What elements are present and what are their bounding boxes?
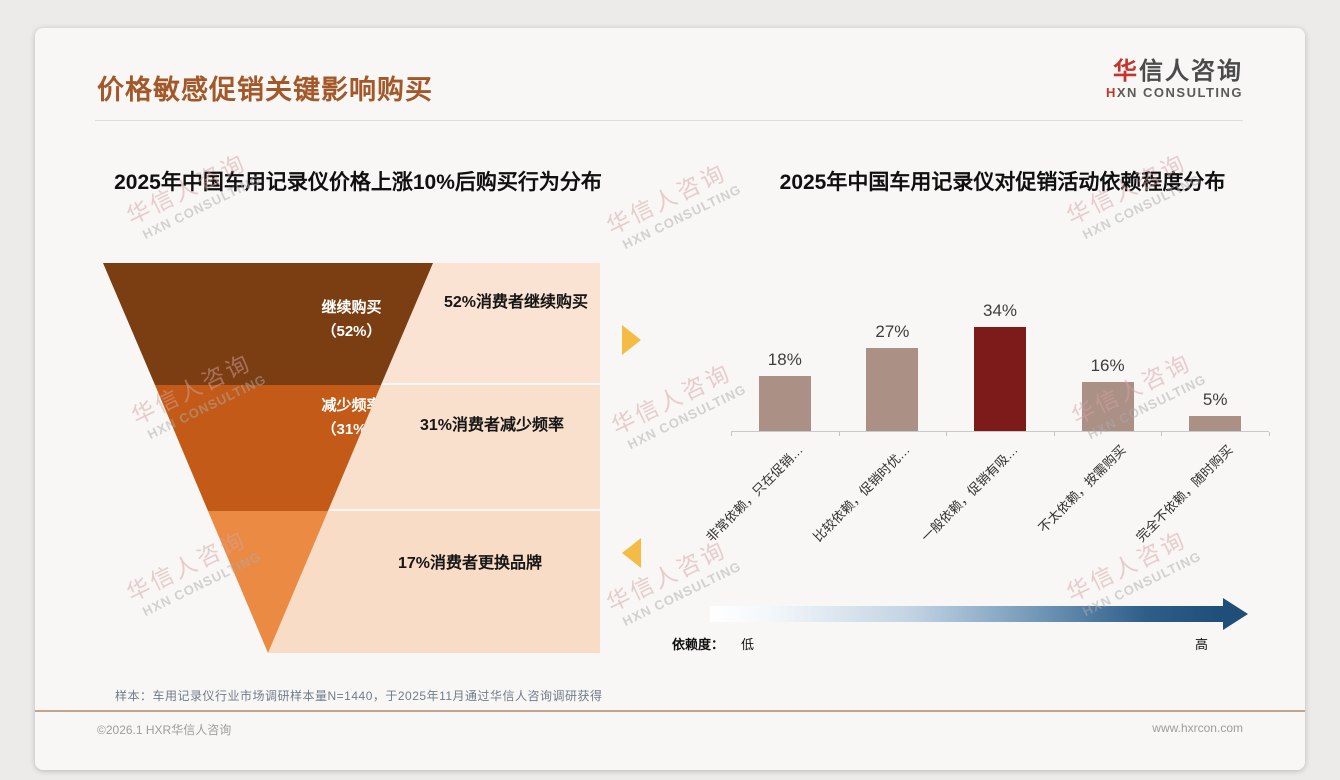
funnel-segment-1: 继续购买 （52%） [103,263,433,385]
dependency-legend-low: 低 [741,637,755,652]
slide-card: 价格敏感促销关键影响购买 华信人咨询 HXN CONSULTING 2025年中… [35,28,1305,770]
x-axis-tick [946,432,948,436]
x-axis-tick [838,432,840,436]
dependency-arrowhead-icon [1223,598,1248,630]
bar-segment [1081,382,1134,431]
logo-en-accent: H [1105,84,1117,100]
dependency-legend-title: 依赖度： [672,637,725,652]
logo-accent-char: 华 [1113,58,1139,85]
arrow-right-icon [622,325,641,355]
funnel-segment-pct: （52%） [321,323,382,340]
website-url: www.hxrcon.com [1152,721,1243,735]
bar-segment [866,348,919,431]
page-title: 价格敏感促销关键影响购买 [97,75,433,105]
bar-value-label: 34% [982,301,1018,320]
funnel-note-panel-2 [329,385,600,509]
bar-segment [758,376,811,431]
arrow-left-icon [622,538,641,568]
logo-chinese: 华信人咨询 [1106,58,1243,86]
x-axis-tick [1161,432,1163,436]
funnel-segment-label: 减少频率 [321,397,382,414]
x-axis-tick [1053,432,1055,436]
funnel-side-note-2: 31%消费者减少频率 [419,417,565,434]
funnel-chart: 继续购买 （52%） 减少频率 （31%） 更换品牌 （17%） 52%消费者继… [103,263,600,655]
bar-value-label: 18% [767,350,802,369]
bar-chart-title: 2025年中国车用记录仪对促销活动依赖程度分布 [779,171,1226,194]
x-axis-line [731,431,1269,432]
sample-footnote: 样本：车用记录仪行业市场调研样本量N=1440，于2025年11月通过华信人咨询… [115,689,603,703]
funnel-segment-label: 继续购买 [321,299,382,316]
copyright-text: ©2026.1 HXR华信人咨询 [97,723,232,737]
company-logo: 华信人咨询 HXN CONSULTING [1106,58,1243,101]
funnel-note-panel-3 [268,511,600,653]
funnel-side-note-3: 17%消费者更换品牌 [397,555,543,572]
bar-segment [1189,416,1242,431]
header-divider [95,120,1243,121]
footer-divider [35,710,1305,712]
logo-rest-chars: 信人咨询 [1139,58,1243,85]
funnel-side-note-1: 52%消费者继续购买 [443,294,589,311]
bar-value-label: 27% [875,322,910,341]
dependency-gradient-bar [710,606,1223,622]
logo-english: HXN CONSULTING [1105,84,1243,101]
bar-chart: 18% 非常依赖，只在促销… 27% 比较依赖，促销时优… 34% 一般依赖，促销有吸… 1… [35,28,1305,770]
x-axis-tick [1269,432,1270,436]
dependency-legend-high: 高 [1195,637,1209,652]
bar-segment [974,327,1026,431]
x-axis-tick [731,432,732,436]
bar-value-label: 16% [1090,356,1125,375]
funnel-chart-title: 2025年中国车用记录仪价格上涨10%后购买行为分布 [114,171,602,194]
logo-en-rest: XN CONSULTING [1116,84,1243,100]
bar-value-label: 5% [1202,390,1228,409]
